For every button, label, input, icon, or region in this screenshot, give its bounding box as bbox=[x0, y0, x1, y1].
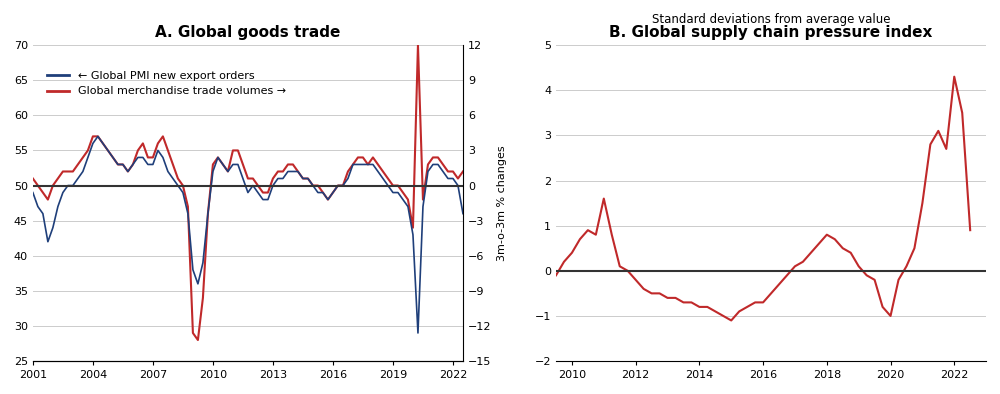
Legend: ← Global PMI new export orders, Global merchandise trade volumes →: ← Global PMI new export orders, Global m… bbox=[43, 67, 291, 101]
Title: A. Global goods trade: A. Global goods trade bbox=[155, 25, 341, 40]
Text: Standard deviations from average value: Standard deviations from average value bbox=[652, 13, 890, 26]
Y-axis label: 3m-o-3m % changes: 3m-o-3m % changes bbox=[497, 145, 507, 261]
Title: B. Global supply chain pressure index: B. Global supply chain pressure index bbox=[609, 25, 933, 40]
